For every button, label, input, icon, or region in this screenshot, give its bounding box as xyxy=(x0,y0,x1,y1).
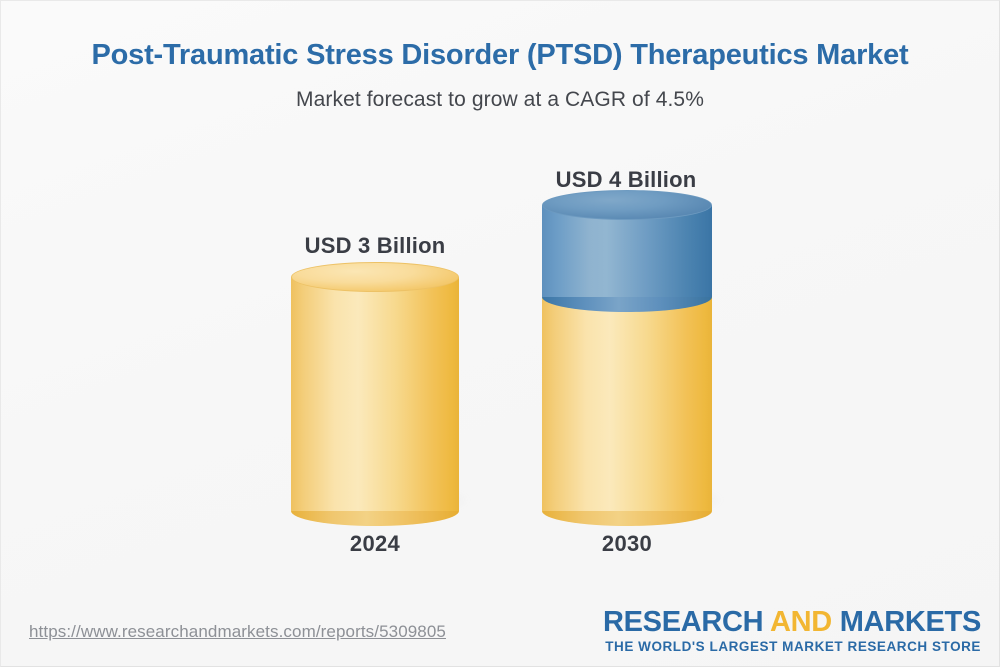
cylinder-top-ellipse xyxy=(291,262,459,292)
logo-word-markets: MARKETS xyxy=(839,605,982,638)
page-title: Post-Traumatic Stress Disorder (PTSD) Th… xyxy=(91,39,909,71)
logo-wordmark: RESEARCH AND MARKETS xyxy=(602,605,982,638)
bar-value-label-2030: USD 4 Billion xyxy=(555,167,697,192)
logo-word-research: RESEARCH xyxy=(602,605,764,638)
cylinder-top-ellipse xyxy=(542,190,712,220)
bar-segment-base-2024 xyxy=(291,262,459,526)
bar-cylinder-2030[interactable] xyxy=(542,190,722,526)
source-url-link[interactable]: https://www.researchandmarkets.com/repor… xyxy=(29,622,446,641)
bar-segment-base-2030 xyxy=(542,295,712,526)
cylinder-body xyxy=(542,295,712,511)
bar-segment-growth-2030 xyxy=(542,190,712,312)
chart-footer: https://www.researchandmarkets.com/repor… xyxy=(1,596,999,666)
research-and-markets-logo[interactable]: RESEARCH AND MARKETS THE WORLD'S LARGEST… xyxy=(602,605,982,654)
logo-tagline: THE WORLD'S LARGEST MARKET RESEARCH STOR… xyxy=(605,639,981,654)
bar-cylinder-2024[interactable] xyxy=(291,262,469,526)
bar-value-label-2024: USD 3 Billion xyxy=(304,233,446,258)
bar-category-label-2024: 2024 xyxy=(349,531,401,556)
bar-category-label-2030: 2030 xyxy=(601,531,653,556)
logo-word-and: AND xyxy=(770,605,832,638)
cylinder-body xyxy=(542,205,712,297)
chart-header: Post-Traumatic Stress Disorder (PTSD) Th… xyxy=(1,1,999,112)
chart-subtitle: Market forecast to grow at a CAGR of 4.5… xyxy=(296,88,704,111)
cylinder-body xyxy=(291,277,459,511)
